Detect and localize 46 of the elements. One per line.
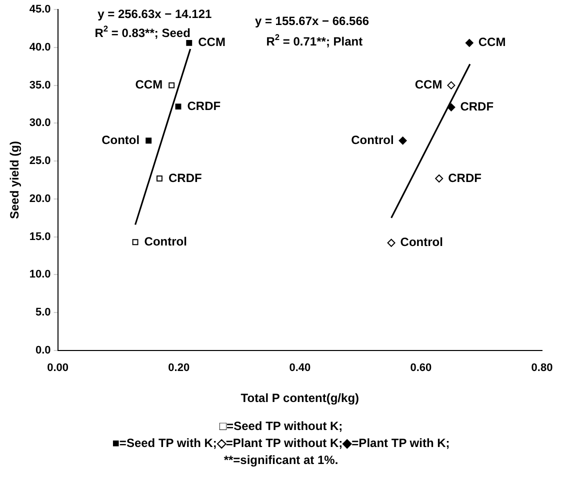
y-tick-label: 15.0 <box>29 230 51 243</box>
y-tick-label: 30.0 <box>29 117 51 130</box>
x-axis-title: Total P content(g/kg) <box>240 391 360 406</box>
point <box>168 82 175 88</box>
y-tick-label: 5.0 <box>36 306 51 319</box>
x-tick-label: 0.00 <box>47 362 69 374</box>
text: **=significant at 1%. <box>222 452 340 469</box>
point <box>156 176 162 182</box>
y-tick-label: 10.0 <box>29 268 51 281</box>
point <box>447 81 456 90</box>
y-tick-label: 40.0 <box>29 42 51 54</box>
x-tick-label: 0.40 <box>289 362 311 374</box>
data-label: CRDF <box>187 98 221 113</box>
point <box>132 239 138 246</box>
text: ■=Seed TP with K;◇=Plant TP without K;◆=Plant TP with K; <box>111 435 451 452</box>
data-label: CCM <box>198 35 226 50</box>
point <box>387 238 396 247</box>
data-label: Control <box>400 235 443 250</box>
data-label: Control <box>351 132 394 147</box>
point <box>435 174 444 182</box>
point <box>186 40 192 46</box>
x-tick-label: 0.60 <box>410 362 432 374</box>
data-label: CRDF <box>448 170 482 185</box>
y-tick-label: 0.0 <box>36 344 51 356</box>
text: □=Seed TP without K; <box>218 418 344 435</box>
data-label: CCM <box>135 78 163 92</box>
y-tick-label: 25.0 <box>29 155 51 168</box>
point <box>175 104 182 110</box>
data-label: CCM <box>478 35 506 50</box>
x-tick-label: 0.80 <box>531 362 553 374</box>
annotation: y = 256.63x − 14.121 <box>98 7 212 22</box>
point <box>465 38 474 47</box>
data-label: Control <box>144 234 187 248</box>
point <box>146 138 152 144</box>
data-label: CRDF <box>168 170 202 185</box>
data-label: CRDF <box>460 100 494 114</box>
y-tick-label: 35.0 <box>29 79 51 92</box>
y-axis-title: Seed yield (g) <box>8 140 22 220</box>
data-label: Contol <box>102 132 140 147</box>
y-tick-label: 45.0 <box>29 4 51 16</box>
point <box>447 103 456 112</box>
y-tick-label: 20.0 <box>29 192 51 205</box>
point <box>398 136 407 145</box>
annotation: y = 155.67x − 66.566 <box>254 14 370 28</box>
x-tick-label: 0.20 <box>168 362 190 374</box>
data-label: CCM <box>414 78 442 92</box>
